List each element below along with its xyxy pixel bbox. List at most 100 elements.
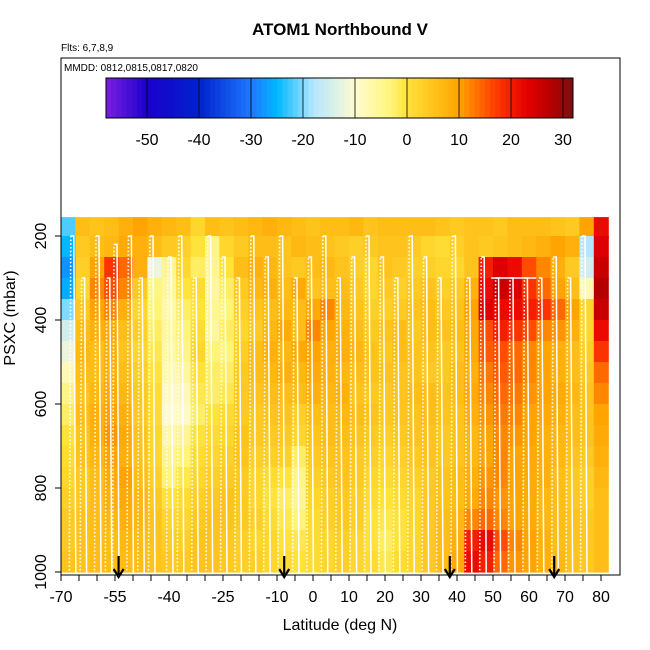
heatmap-cell [421, 341, 436, 363]
heatmap-cell [334, 404, 350, 426]
heatmap-cell [349, 320, 364, 342]
colorbar-segment [458, 78, 465, 118]
heatmap-cell [464, 299, 480, 321]
heatmap-cell [334, 299, 350, 321]
heatmap-cell [118, 217, 134, 239]
dates-label: MMDD: 0812,0815,0817,0820 [64, 63, 198, 74]
colorbar-segment [401, 78, 408, 118]
heatmap-cell [248, 362, 264, 384]
heatmap-cell [233, 257, 249, 279]
heatmap-cell [478, 236, 494, 258]
flight-profile-trace [128, 235, 135, 575]
heatmap-cell [507, 425, 523, 447]
flight-profile-trace [394, 277, 401, 575]
colorbar-segment [235, 78, 242, 118]
heatmap-cell [61, 236, 76, 258]
heatmap-cell [593, 551, 609, 573]
heatmap-cell [493, 362, 508, 384]
heatmap-cell [118, 362, 134, 384]
heatmap-cell [349, 341, 364, 363]
heatmap-cell [176, 383, 192, 405]
heatmap-cell [262, 425, 278, 447]
heatmap-cell [291, 278, 307, 300]
heatmap-cell [320, 404, 336, 426]
heatmap-cell [248, 383, 264, 405]
heatmap-cell [349, 257, 364, 279]
flight-profile-trace [320, 235, 324, 575]
heatmap-cell [507, 257, 523, 279]
heatmap-cell [104, 404, 120, 426]
heatmap-cell [75, 236, 91, 258]
heatmap-cell [464, 278, 480, 300]
colorbar-segment [474, 78, 481, 118]
heatmap-cell [104, 362, 120, 384]
colorbar-segment [406, 78, 413, 118]
heatmap-cell [507, 299, 523, 321]
heatmap-cell [147, 278, 163, 300]
heatmap-cell [363, 257, 379, 279]
colorbar-segment [303, 78, 309, 118]
heatmap-cell [161, 257, 177, 279]
heatmap-cell [233, 341, 249, 363]
heatmap-cell [89, 236, 105, 258]
heatmap-cell [392, 217, 408, 239]
heatmap-cell [219, 299, 235, 321]
heatmap-cell [392, 257, 408, 279]
colorbar-segment [349, 78, 356, 118]
heatmap-cell [349, 299, 364, 321]
heatmap-cell [493, 425, 508, 447]
flight-profile-trace [79, 277, 83, 575]
colorbar-tick-label: -20 [291, 132, 314, 149]
heatmap-cell [89, 217, 105, 239]
y-tick-label: 600 [33, 391, 50, 418]
heatmap-cell [493, 341, 508, 363]
heatmap-cell [521, 217, 537, 239]
heatmap-cell [593, 404, 609, 426]
colorbar-segment [189, 78, 195, 118]
heatmap-cell [521, 341, 537, 363]
heatmap-cell [493, 299, 508, 321]
heatmap-cell [565, 383, 580, 405]
heatmap-cell [75, 509, 91, 531]
heatmap-cell [75, 530, 91, 552]
heatmap-cell [75, 257, 91, 279]
flight-marker-arrow [278, 556, 291, 580]
heatmap-cell [61, 362, 76, 384]
flight-profile-trace [190, 277, 194, 575]
heatmap-cell [550, 278, 566, 300]
colorbar-segment [323, 78, 330, 118]
heatmap-cell [205, 404, 220, 426]
colorbar-tick-label: -40 [187, 132, 210, 149]
heatmap-cell [593, 257, 609, 279]
flight-profile-trace [334, 277, 338, 575]
heatmap-cell [377, 383, 393, 405]
colorbar-segment [292, 78, 299, 118]
colorbar-segment [256, 78, 263, 118]
flight-profile-trace [349, 256, 353, 575]
colorbar-segment [355, 78, 361, 118]
flight-profile-trace [450, 235, 454, 575]
heatmap-cell [392, 278, 408, 300]
heatmap-cell [320, 217, 336, 239]
heatmap-cell [406, 257, 422, 279]
heatmap-cell [521, 299, 537, 321]
heatmap-cell [161, 404, 177, 426]
heatmap-cell [464, 362, 480, 384]
heatmap-cell [89, 551, 105, 573]
colorbar-segment [375, 78, 382, 118]
colorbar-segment [308, 78, 315, 118]
flight-profile-trace [291, 277, 295, 575]
flight-profile-trace [466, 277, 473, 575]
heatmap-cell [305, 425, 321, 447]
heatmap-cell [435, 341, 451, 363]
heatmap-cell [291, 383, 307, 405]
flight-markers [112, 556, 561, 580]
heatmap-cell [118, 236, 134, 258]
heatmap-cell [593, 236, 609, 258]
heatmap-cell [248, 320, 264, 342]
heatmap-cell [435, 299, 451, 321]
heatmap-cell [349, 362, 364, 384]
heatmap-cell [550, 217, 566, 239]
flight-profile-trace [306, 256, 310, 575]
heatmap-cell [161, 551, 177, 573]
